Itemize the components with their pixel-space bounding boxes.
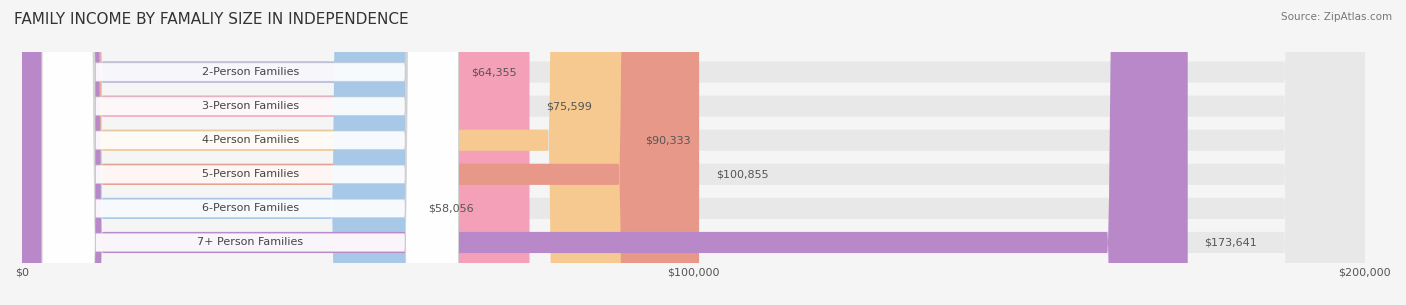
- FancyBboxPatch shape: [22, 0, 530, 305]
- Text: 3-Person Families: 3-Person Families: [201, 101, 299, 111]
- Text: $173,641: $173,641: [1205, 238, 1257, 247]
- Text: 7+ Person Families: 7+ Person Families: [197, 238, 304, 247]
- FancyBboxPatch shape: [22, 0, 412, 305]
- Text: $58,056: $58,056: [429, 203, 474, 213]
- FancyBboxPatch shape: [22, 0, 628, 305]
- Text: 4-Person Families: 4-Person Families: [201, 135, 299, 145]
- Text: 2-Person Families: 2-Person Families: [201, 67, 299, 77]
- FancyBboxPatch shape: [22, 0, 454, 305]
- FancyBboxPatch shape: [42, 0, 458, 305]
- Text: 6-Person Families: 6-Person Families: [201, 203, 299, 213]
- FancyBboxPatch shape: [22, 0, 1188, 305]
- FancyBboxPatch shape: [42, 0, 458, 305]
- FancyBboxPatch shape: [42, 0, 458, 305]
- FancyBboxPatch shape: [22, 0, 1365, 305]
- FancyBboxPatch shape: [22, 0, 1365, 305]
- Text: 5-Person Families: 5-Person Families: [201, 169, 299, 179]
- Text: $100,855: $100,855: [716, 169, 769, 179]
- FancyBboxPatch shape: [22, 0, 1365, 305]
- FancyBboxPatch shape: [42, 0, 458, 305]
- Text: $64,355: $64,355: [471, 67, 516, 77]
- FancyBboxPatch shape: [22, 0, 1365, 305]
- FancyBboxPatch shape: [42, 0, 458, 305]
- Text: $75,599: $75,599: [547, 101, 592, 111]
- FancyBboxPatch shape: [42, 0, 458, 305]
- FancyBboxPatch shape: [22, 0, 699, 305]
- FancyBboxPatch shape: [22, 0, 1365, 305]
- Text: Source: ZipAtlas.com: Source: ZipAtlas.com: [1281, 12, 1392, 22]
- Text: FAMILY INCOME BY FAMALIY SIZE IN INDEPENDENCE: FAMILY INCOME BY FAMALIY SIZE IN INDEPEN…: [14, 12, 409, 27]
- Text: $90,333: $90,333: [645, 135, 690, 145]
- FancyBboxPatch shape: [22, 0, 1365, 305]
